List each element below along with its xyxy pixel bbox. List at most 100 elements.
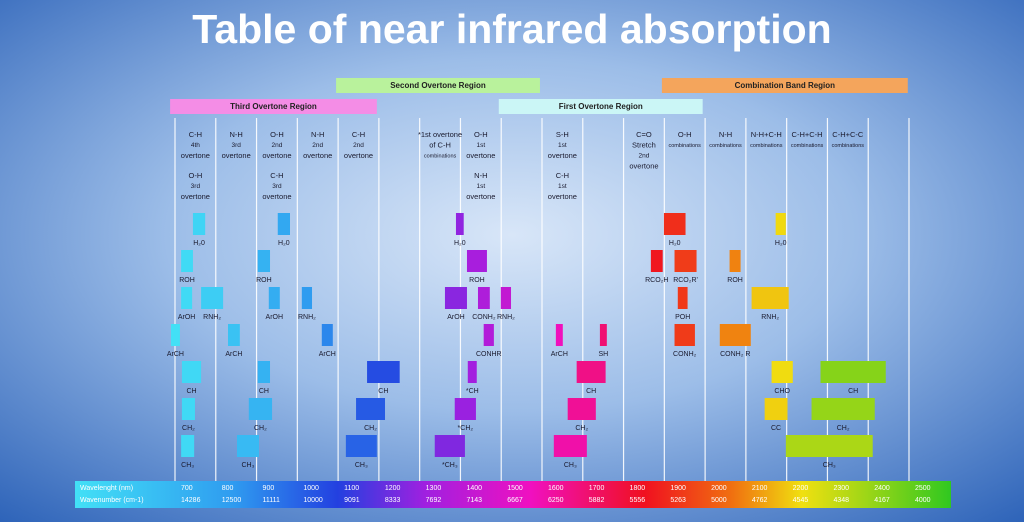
band-label: *CH₃ — [442, 462, 458, 469]
absorption-band — [820, 361, 886, 383]
absorption-band — [170, 324, 180, 346]
x2-tick-label: 7143 — [466, 497, 482, 504]
band-label: CH — [259, 388, 269, 395]
column-header: N-H — [311, 130, 324, 139]
x-tick-label: 800 — [222, 485, 234, 492]
x-tick-label: 1300 — [426, 485, 442, 492]
column-header: O-H — [474, 130, 488, 139]
band-label: H₂0 — [278, 240, 290, 247]
absorption-band — [192, 213, 206, 235]
absorption-band — [444, 287, 467, 309]
x2-tick-label: 4348 — [833, 497, 849, 504]
band-label: RNH₂ — [497, 314, 515, 321]
band-label: CH₂ — [575, 425, 588, 432]
column-header: C-H — [270, 171, 283, 180]
band-label: CONHR — [476, 351, 502, 358]
column-header: O-H — [678, 130, 692, 139]
column-header: overtone — [466, 151, 495, 160]
column-header: combinations — [669, 143, 702, 149]
x-tick-label: 2000 — [711, 485, 727, 492]
band-label: ArCH — [225, 351, 242, 358]
absorption-band — [674, 250, 697, 272]
absorption-band — [677, 287, 688, 309]
band-label: CH — [378, 388, 388, 395]
band-label: CONH₂ — [472, 314, 496, 321]
column-header: N-H — [474, 171, 487, 180]
band-label: CH₃ — [181, 462, 194, 469]
absorption-band — [321, 324, 333, 346]
band-label: ArOH — [447, 314, 465, 321]
column-header: N-H — [229, 130, 242, 139]
x-tick-label: 1200 — [385, 485, 401, 492]
band-label: ArOH — [178, 314, 196, 321]
x-tick-label: 1900 — [670, 485, 686, 492]
band-label: H₂0 — [669, 240, 681, 247]
band-label: H₂0 — [775, 240, 787, 247]
absorption-band — [181, 287, 193, 309]
absorption-band — [257, 250, 271, 272]
region-label: First Overtone Region — [559, 102, 643, 111]
absorption-band — [356, 398, 386, 420]
absorption-band — [555, 324, 563, 346]
x2-tick-label: 4762 — [752, 497, 768, 504]
x2-tick-label: 7692 — [426, 497, 442, 504]
column-header: overtone — [303, 151, 332, 160]
column-header: combinations — [791, 143, 824, 149]
band-label: *CH₂ — [458, 425, 474, 432]
band-label: ArCH — [319, 351, 336, 358]
x2-tick-label: 12500 — [222, 497, 242, 504]
absorption-band — [181, 250, 193, 272]
band-label: ROH — [256, 277, 272, 284]
column-header: 2nd — [312, 142, 323, 149]
band-label: CH₃ — [355, 462, 368, 469]
absorption-band — [201, 287, 224, 309]
x-tick-label: 1700 — [589, 485, 605, 492]
absorption-band — [764, 398, 788, 420]
column-header: overtone — [181, 192, 210, 201]
x-tick-label: 2100 — [752, 485, 768, 492]
column-header: N-H+C-H — [751, 130, 782, 139]
absorption-band — [257, 361, 271, 383]
column-header: C-H — [189, 130, 202, 139]
band-label: ROH — [727, 277, 743, 284]
absorption-band — [268, 287, 280, 309]
column-header: Stretch — [632, 140, 656, 149]
column-header: N-H — [719, 130, 732, 139]
column-header: overtone — [548, 151, 577, 160]
band-label: H₂0 — [193, 240, 205, 247]
band-label: CC — [771, 425, 781, 432]
absorption-band — [599, 324, 607, 346]
column-header: combinations — [832, 143, 865, 149]
absorption-band — [467, 361, 477, 383]
x2-tick-label: 4167 — [874, 497, 890, 504]
column-header: 4th — [191, 142, 200, 149]
region-band — [661, 78, 908, 93]
band-label: CH₃ — [564, 462, 577, 469]
x-tick-label: 1000 — [303, 485, 319, 492]
column-header: overtone — [262, 151, 291, 160]
absorption-band — [236, 435, 260, 457]
region-band — [336, 78, 540, 93]
x2-tick-label: 6667 — [507, 497, 523, 504]
column-header: *1st overtone — [418, 130, 462, 139]
absorption-band — [719, 324, 751, 346]
column-header: combinations — [750, 143, 783, 149]
band-label: ROH — [469, 277, 485, 284]
band-label: RNH₂ — [203, 314, 221, 321]
band-label: CH — [586, 388, 596, 395]
column-header: 2nd — [272, 142, 283, 149]
x2-tick-label: 6250 — [548, 497, 564, 504]
x-tick-label: 900 — [263, 485, 275, 492]
x2-tick-label: 5556 — [630, 497, 646, 504]
absorption-band — [650, 250, 663, 272]
absorption-band — [576, 361, 606, 383]
x-tick-label: 700 — [181, 485, 193, 492]
absorption-band — [674, 324, 695, 346]
column-header: of C-H — [429, 140, 451, 149]
band-label: SH — [599, 351, 609, 358]
column-header: overtone — [548, 192, 577, 201]
column-header: O-H — [270, 130, 284, 139]
absorption-band — [277, 213, 290, 235]
absorption-band — [663, 213, 686, 235]
absorption-band — [181, 361, 202, 383]
